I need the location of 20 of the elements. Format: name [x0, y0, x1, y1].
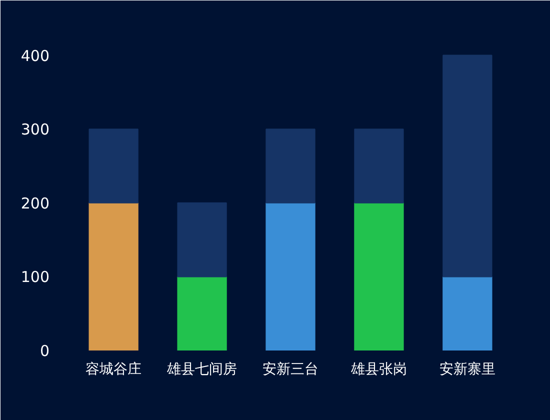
x-tick-label: 雄县七间房 — [166, 362, 238, 378]
y-tick-label: 0 — [40, 342, 50, 360]
bar — [354, 128, 404, 204]
y-tick-label: 200 — [20, 194, 50, 212]
x-tick-label: 雄县张岗 — [350, 362, 407, 378]
y-tick-label: 300 — [20, 120, 50, 139]
bar — [88, 202, 138, 350]
bar — [266, 128, 316, 204]
x-tick-label: 安新寨里 — [439, 362, 496, 378]
x-tick-label: 安新三台 — [262, 362, 318, 378]
bar — [266, 202, 316, 350]
bar — [177, 202, 227, 278]
bar — [88, 128, 138, 204]
bar — [177, 276, 227, 350]
bar — [442, 276, 492, 350]
bar — [354, 202, 404, 350]
y-tick-label: 100 — [20, 268, 50, 286]
x-tick-label: 容城谷庄 — [86, 362, 142, 378]
bar — [442, 54, 492, 278]
y-tick-label: 400 — [20, 46, 50, 65]
